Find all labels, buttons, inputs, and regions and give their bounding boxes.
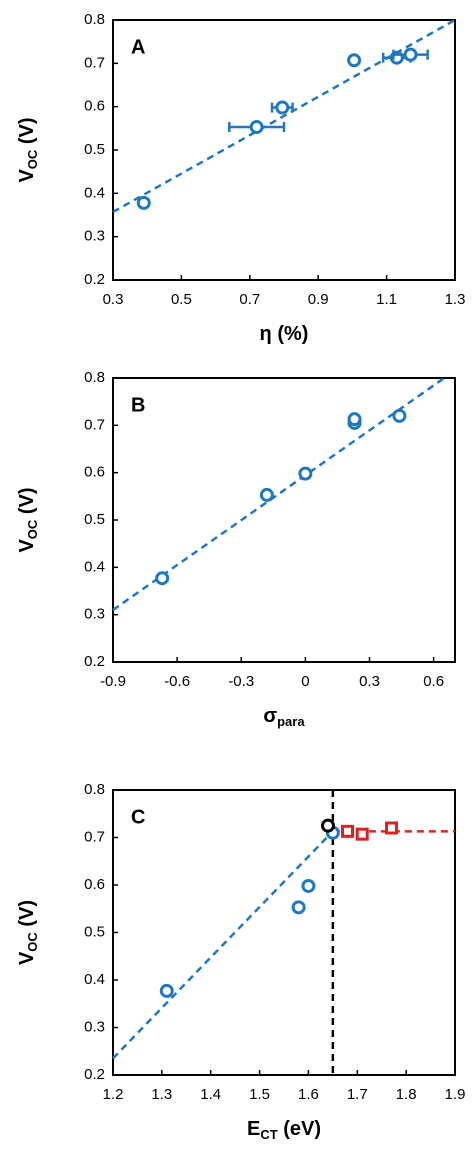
x-tick-label: 1.1 xyxy=(376,291,397,308)
x-label-part: E xyxy=(247,1118,260,1140)
panel: 0.2 0.3 0.4 0.5 0.6 0.7 0.8 1.2 1.3 1.4 1.5 1.6 1.7 1… xyxy=(16,781,465,1142)
y-tick-label: 0.6 xyxy=(84,876,105,893)
x-label-part: η (%) xyxy=(260,323,309,345)
y-label-part: (V) xyxy=(16,487,38,519)
x-tick-label: 0.3 xyxy=(359,673,380,690)
x-tick-label: -0.9 xyxy=(100,673,126,690)
x-tick-label: 1.9 xyxy=(445,1086,466,1103)
y-label-part: V xyxy=(16,169,38,183)
y-label-part: (V) xyxy=(16,117,38,149)
point xyxy=(259,487,274,502)
y-label-part: (V) xyxy=(16,900,38,932)
x-tick-label: 1.4 xyxy=(200,1086,221,1103)
point xyxy=(298,466,313,481)
point xyxy=(341,824,355,838)
y-label-part: V xyxy=(16,951,38,965)
panel-label: A xyxy=(131,36,145,58)
x-tick-label: 1.2 xyxy=(103,1086,124,1103)
y-tick-label: 0.2 xyxy=(84,271,105,288)
x-axis-label: η (%) xyxy=(260,323,309,345)
point xyxy=(159,983,174,998)
x-tick-label: 1.8 xyxy=(396,1086,417,1103)
fit-line xyxy=(112,376,446,611)
y-axis-label: VOC (V) xyxy=(16,900,40,965)
point xyxy=(320,818,335,833)
x-tick-label: 1.3 xyxy=(151,1086,172,1103)
y-label-subscript: OC xyxy=(25,932,40,952)
x-tick-label: -0.6 xyxy=(164,673,190,690)
y-tick-label: 0.3 xyxy=(84,606,105,623)
x-tick-label: 0 xyxy=(301,673,309,690)
fit-line xyxy=(112,830,334,1060)
x-label-part: σ xyxy=(263,705,277,727)
x-tick-label: 1.6 xyxy=(298,1086,319,1103)
y-tick-label: 0.3 xyxy=(84,1018,105,1035)
y-tick-label: 0.2 xyxy=(84,653,105,670)
panel-label: C xyxy=(131,806,145,828)
fit-line xyxy=(112,18,456,214)
x-axis-label: ECT (eV) xyxy=(247,1118,321,1142)
x-label-subscript: para xyxy=(277,714,305,729)
y-label-subscript: OC xyxy=(25,519,40,539)
point xyxy=(275,100,290,115)
y-label-part: V xyxy=(16,539,38,553)
y-tick-label: 0.4 xyxy=(84,184,105,201)
panel: 0.2 0.3 0.4 0.5 0.6 0.7 0.8 0.3 0.5 0.7 0.9 1.1 1.3 A… xyxy=(16,11,465,345)
y-tick-label: 0.8 xyxy=(84,369,105,386)
y-tick-label: 0.7 xyxy=(84,54,105,71)
y-tick-label: 0.8 xyxy=(84,781,105,798)
point xyxy=(301,878,316,893)
point xyxy=(249,120,264,135)
y-tick-label: 0.5 xyxy=(84,511,105,528)
x-tick-label: 1.5 xyxy=(249,1086,270,1103)
y-axis-label: VOC (V) xyxy=(16,117,40,182)
y-tick-label: 0.5 xyxy=(84,141,105,158)
panel: 0.2 0.3 0.4 0.5 0.6 0.7 0.8 -0.9 -0.6 -0.3 0 0.3 0.6… xyxy=(16,369,456,729)
y-tick-label: 0.4 xyxy=(84,558,105,575)
x-tick-label: 1.3 xyxy=(445,291,466,308)
y-tick-label: 0.3 xyxy=(84,228,105,245)
point xyxy=(155,571,170,586)
point xyxy=(291,900,306,915)
x-tick-label: -0.3 xyxy=(228,673,254,690)
x-label-part: (eV) xyxy=(278,1118,321,1140)
y-tick-label: 0.8 xyxy=(84,11,105,28)
x-tick-label: 1.7 xyxy=(347,1086,368,1103)
x-axis-label: σpara xyxy=(263,705,305,729)
point xyxy=(347,53,362,68)
y-tick-label: 0.6 xyxy=(84,98,105,115)
y-tick-label: 0.6 xyxy=(84,464,105,481)
point xyxy=(136,195,151,210)
y-tick-label: 0.5 xyxy=(84,923,105,940)
x-tick-label: 0.7 xyxy=(239,291,260,308)
y-tick-label: 0.7 xyxy=(84,416,105,433)
x-tick-label: 0.9 xyxy=(308,291,329,308)
y-label-subscript: OC xyxy=(25,149,40,169)
y-tick-label: 0.4 xyxy=(84,971,105,988)
x-tick-label: 0.6 xyxy=(423,673,444,690)
panel-label: B xyxy=(131,394,145,416)
y-tick-label: 0.7 xyxy=(84,828,105,845)
y-axis-label: VOC (V) xyxy=(16,487,40,552)
plot-frame xyxy=(112,789,456,1076)
x-tick-label: 0.5 xyxy=(171,291,192,308)
point xyxy=(384,821,398,835)
x-label-subscript: CT xyxy=(260,1127,277,1142)
point xyxy=(392,408,407,423)
x-tick-label: 0.3 xyxy=(103,291,124,308)
y-tick-label: 0.2 xyxy=(84,1066,105,1083)
point xyxy=(403,47,418,62)
point xyxy=(347,412,362,427)
point xyxy=(355,827,369,841)
